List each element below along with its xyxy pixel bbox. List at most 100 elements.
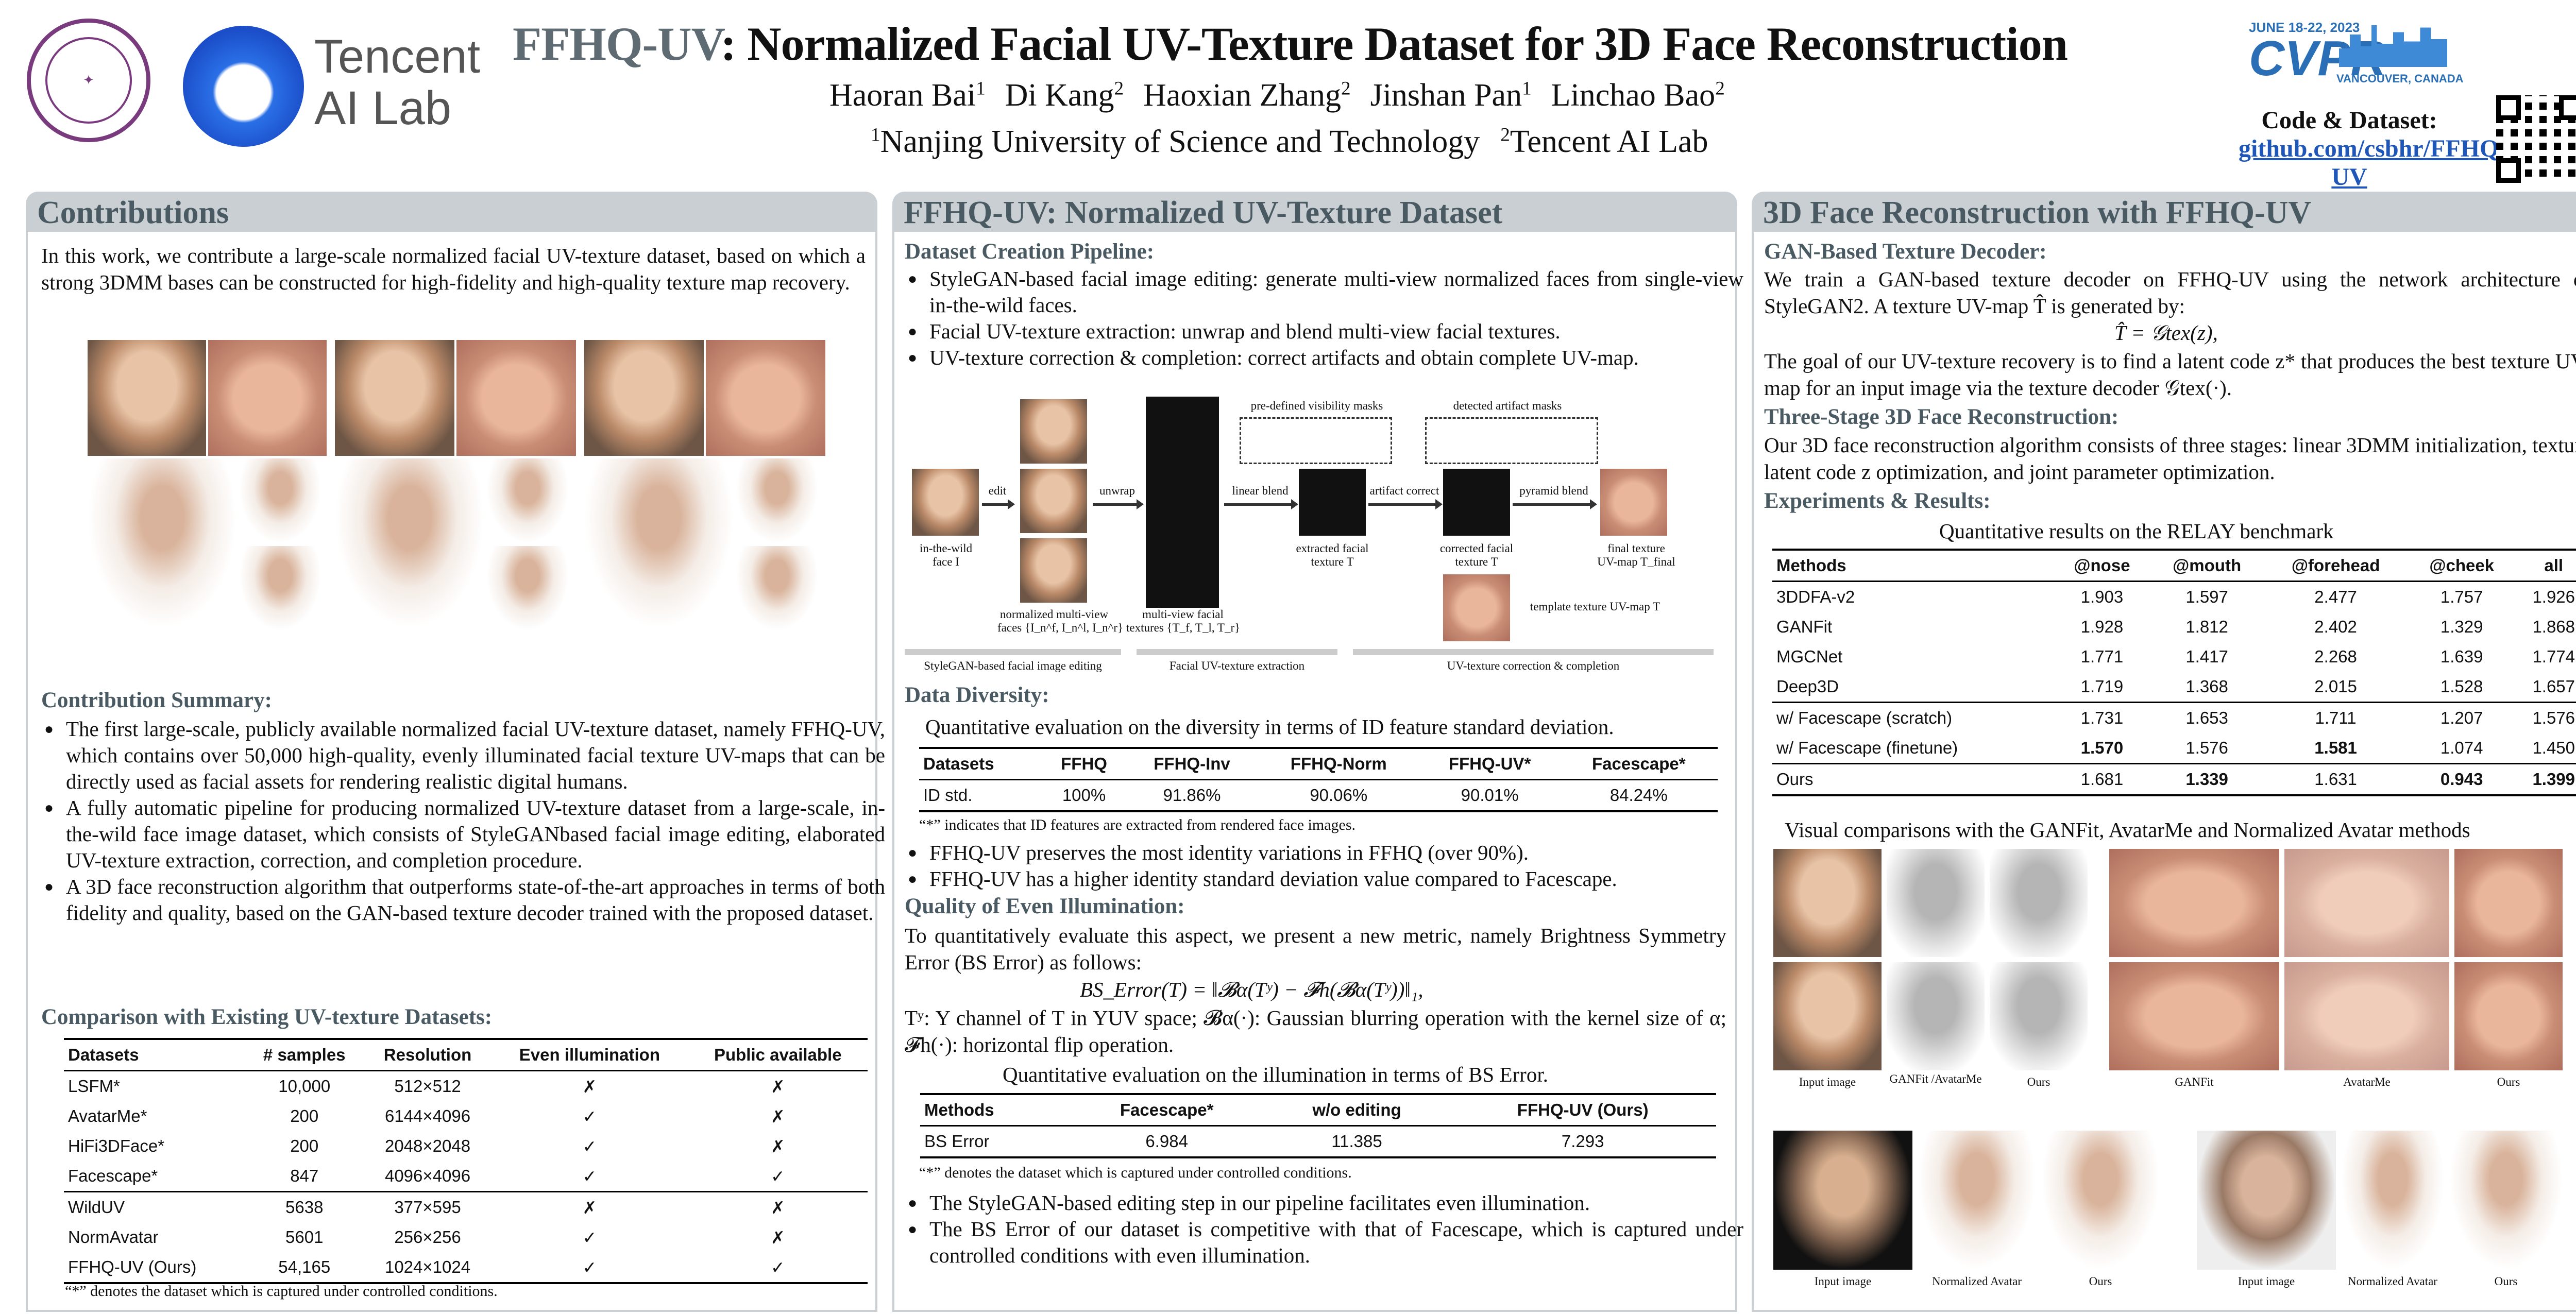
table-cell: ✓: [582, 1227, 597, 1247]
gan-heading: GAN-Based Texture Decoder:: [1764, 240, 2047, 264]
table-cell: 6.984: [1145, 1132, 1188, 1151]
table-cell: 1.581: [2314, 738, 2357, 757]
table-cell: 1.207: [2440, 708, 2483, 727]
table-cell: 90.06%: [1310, 786, 1368, 805]
diversity-heading: Data Diversity:: [905, 683, 1049, 707]
table-row: WildUV 5638 377×595 ✗ ✗: [64, 1192, 868, 1223]
table-cell: 1.329: [2440, 617, 2483, 636]
table-cell: Deep3D: [1776, 677, 1839, 696]
rendered-face: [486, 546, 569, 631]
table-cell: ✗: [770, 1227, 785, 1247]
pipeline-list: StyleGAN-based facial image editing: gen…: [907, 266, 1743, 371]
author-name: Haoran Bai1: [829, 78, 986, 113]
rendered-face: [239, 546, 321, 631]
experiments-heading: Experiments & Results:: [1764, 489, 1991, 513]
table-cell: 1.774: [2532, 647, 2575, 666]
table-cell: 7.293: [1561, 1132, 1604, 1151]
rendered-face: [239, 458, 321, 543]
table-cell: ✗: [770, 1136, 785, 1156]
table-cell: 10,000: [278, 1077, 331, 1096]
rendered-face: [88, 458, 237, 628]
table-cell: 3DDFA-v2: [1776, 587, 1855, 606]
input-face-image: [335, 340, 454, 456]
table-cell: LSFM*: [68, 1077, 120, 1096]
uv-texture-image: [208, 340, 327, 456]
comparison-table: Datasets # samples Resolution Even illumina…: [64, 1038, 868, 1284]
intro-text: In this work, we contribute a large-scal…: [41, 244, 866, 294]
column-header: Even illumination: [519, 1045, 660, 1064]
table-cell: HiFi3DFace*: [68, 1136, 165, 1155]
avatarme-texture: [2284, 849, 2449, 957]
table-cell: 1.657: [2532, 677, 2575, 696]
template-texture: [1443, 574, 1510, 641]
list-item: A fully automatic pipeline for producing…: [44, 795, 885, 874]
ganfit-texture: [2109, 849, 2279, 957]
summary-list: The first large-scale, publicly availabl…: [43, 716, 885, 926]
panel-title: 3D Face Reconstruction with FFHQ-UV: [1752, 192, 2576, 232]
table-note: “*” denotes the dataset which is capture…: [919, 1164, 1352, 1181]
ours-texture: [2454, 962, 2563, 1070]
table-cell: 1.868: [2532, 617, 2575, 636]
table-cell: ✓: [770, 1257, 785, 1277]
list-item: The StyleGAN-based editing step in our p…: [908, 1190, 1743, 1216]
input-image: [2197, 1131, 2336, 1270]
list-item: StyleGAN-based facial image editing: gen…: [908, 266, 1743, 318]
relay-caption: Quantitative results on the RELAY benchm…: [1939, 519, 2334, 543]
column-header: @mouth: [2173, 556, 2242, 575]
table-cell: 1.681: [2080, 770, 2124, 789]
avatarme-result: [1887, 962, 1985, 1070]
table-cell: 1.631: [2314, 770, 2357, 789]
table-cell: 1.731: [2080, 708, 2124, 727]
arrow-icon: [1513, 499, 1597, 509]
tencent-logo-text: Tencent AI Lab: [314, 30, 481, 134]
rendered-face: [736, 546, 818, 631]
table-row: Deep3D 1.719 1.368 2.015 1.528 1.657: [1772, 672, 2576, 703]
column-header: Methods: [924, 1100, 994, 1119]
arrow-icon: [1224, 499, 1298, 509]
table-cell: 5638: [285, 1198, 324, 1217]
normalized-face: [1020, 399, 1087, 464]
illumination-text: To quantitatively evaluate this aspect, …: [905, 924, 1726, 974]
multiview-textures: [1146, 397, 1219, 608]
table-cell: 1.639: [2440, 647, 2483, 666]
column-header: FFHQ-UV*: [1448, 754, 1531, 773]
table-row: w/ Facescape (scratch) 1.731 1.653 1.711 1.2…: [1772, 703, 2576, 733]
author-name: Linchao Bao2: [1551, 78, 1725, 113]
table-cell: 1.417: [2185, 647, 2228, 666]
column-header: FFHQ-Inv: [1154, 754, 1230, 773]
author-name: Jinshan Pan1: [1370, 78, 1532, 113]
illumination-list: The StyleGAN-based editing step in our p…: [907, 1190, 1743, 1269]
comparison-heading: Comparison with Existing UV-texture Data…: [41, 1005, 493, 1029]
table-cell: ✓: [582, 1106, 597, 1126]
table-cell: ✓: [582, 1136, 597, 1156]
ours-result: [2449, 1131, 2563, 1270]
table-cell: 1.757: [2440, 587, 2483, 606]
table-cell: Facescape*: [68, 1166, 158, 1185]
column-header: w/o editing: [1312, 1100, 1401, 1119]
column-header: FFHQ-Norm: [1290, 754, 1387, 773]
table-note: “*” denotes the dataset which is capture…: [65, 1283, 498, 1300]
table-cell: 0.943: [2440, 770, 2483, 789]
dataset-panel: FFHQ-UV: Normalized UV-Texture Dataset D…: [892, 192, 1743, 1312]
gan-text: We train a GAN-based texture decoder on …: [1764, 267, 2576, 318]
table-cell: 200: [290, 1136, 319, 1155]
author-name: Haoxian Zhang2: [1143, 78, 1351, 113]
table-cell: 6144×4096: [384, 1106, 471, 1125]
normalized-avatar-result: [1918, 1131, 2036, 1270]
diversity-table: Datasets FFHQ FFHQ-Inv FFHQ-Norm FFHQ-UV* Fac…: [919, 747, 1718, 812]
ours-result: [1990, 962, 2088, 1070]
qr-code-icon[interactable]: [2496, 95, 2576, 183]
table-cell: 256×256: [394, 1227, 461, 1247]
column-header: Facescape*: [1591, 754, 1686, 773]
table-cell: 1.576: [2532, 708, 2575, 727]
arrow-icon: [1093, 499, 1144, 509]
column-header: @cheek: [2429, 556, 2495, 575]
table-cell: 11.385: [1331, 1132, 1382, 1151]
table-row: AvatarMe* 200 6144×4096 ✓ ✗: [64, 1101, 868, 1131]
table-row: LSFM* 10,000 512×512 ✗ ✗: [64, 1071, 868, 1102]
table-cell: MGCNet: [1776, 647, 1843, 666]
github-link[interactable]: github.com/csbhr/FFHQ-UV: [2239, 135, 2507, 191]
table-cell: GANFit: [1776, 617, 1833, 636]
table-cell: ✗: [770, 1106, 785, 1126]
rendered-face: [584, 458, 734, 628]
